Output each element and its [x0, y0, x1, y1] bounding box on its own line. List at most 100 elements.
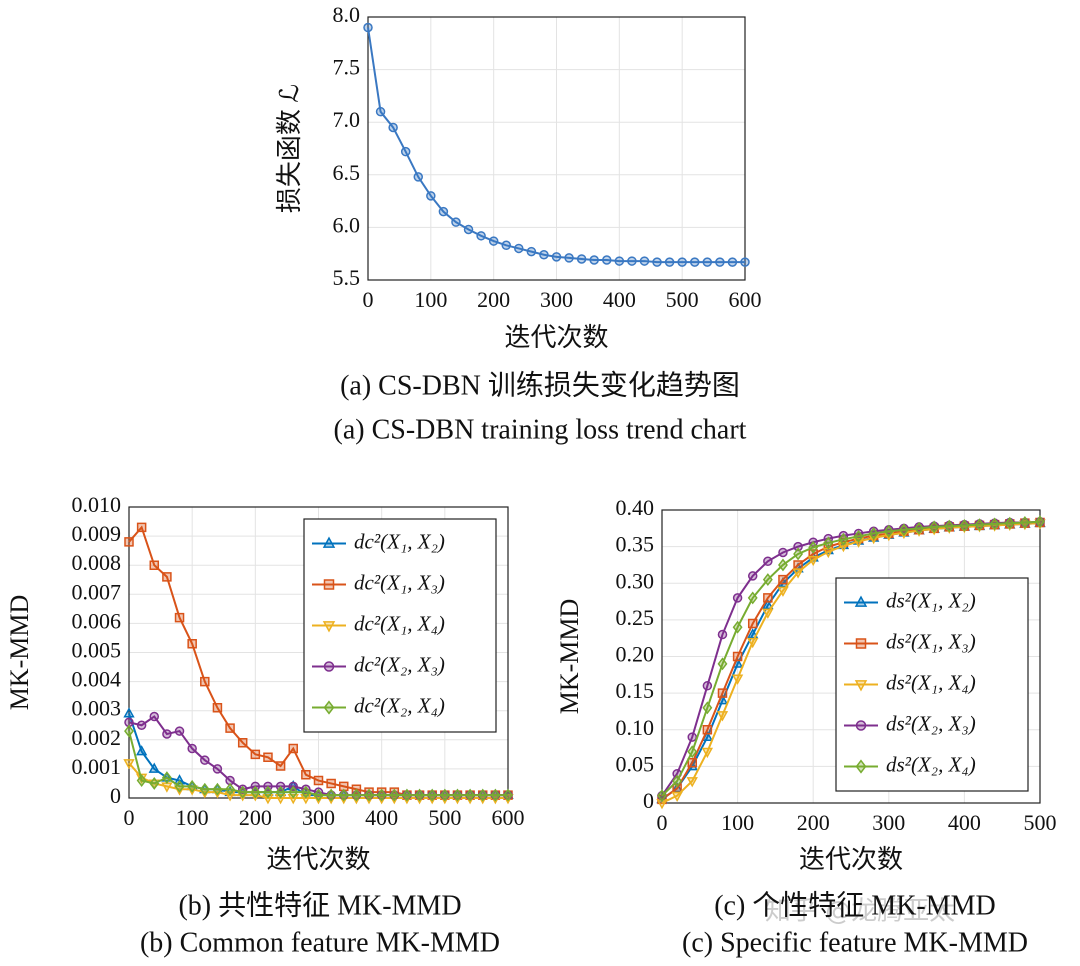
marker: [388, 122, 398, 133]
marker: [731, 674, 744, 685]
marker: [1019, 516, 1030, 529]
y-tick-label: 0.20: [616, 642, 655, 667]
marker: [200, 676, 210, 687]
marker: [793, 560, 803, 570]
x-axis-label: 迭代次数: [799, 845, 903, 874]
marker: [853, 529, 864, 543]
marker: [1035, 515, 1045, 529]
marker: [263, 785, 273, 799]
marker: [501, 240, 511, 251]
marker: [187, 639, 197, 649]
marker: [657, 789, 667, 803]
marker: [763, 593, 773, 603]
marker: [671, 791, 683, 803]
marker: [702, 701, 713, 715]
marker: [301, 769, 311, 780]
caption: (a) CS-DBN 训练损失变化趋势图: [340, 369, 740, 401]
caption: (c) 个性特征 MK-MMD: [714, 889, 996, 921]
y-tick-label: 0.009: [72, 521, 122, 546]
marker: [914, 521, 924, 535]
marker: [686, 777, 698, 788]
x-tick-label: 100: [721, 810, 754, 835]
x-tick-label: 200: [239, 805, 272, 830]
marker: [762, 608, 774, 619]
marker: [313, 775, 324, 786]
marker: [944, 519, 955, 533]
marker: [687, 757, 697, 768]
legend-marker: [854, 680, 868, 692]
x-axis-label: 迭代次数: [266, 845, 370, 874]
marker: [149, 560, 160, 570]
marker: [503, 788, 513, 802]
legend-label: ds²(X₁, X₂): [886, 588, 976, 612]
marker: [702, 725, 713, 735]
x-tick-label: 500: [1024, 810, 1057, 835]
marker: [389, 788, 400, 802]
marker: [187, 743, 197, 754]
marker: [400, 146, 411, 157]
caption: (c) Specific feature MK-MMD: [682, 927, 1028, 958]
y-tick-label: 8.0: [333, 2, 361, 27]
marker: [413, 172, 424, 182]
marker: [262, 794, 274, 805]
marker: [689, 257, 700, 267]
legend-marker: [323, 661, 335, 672]
marker: [490, 788, 501, 802]
marker: [149, 777, 160, 790]
marker: [793, 541, 803, 552]
legend-marker: [855, 720, 867, 731]
marker: [426, 191, 436, 201]
marker: [652, 257, 662, 267]
x-tick-label: 100: [176, 805, 209, 830]
marker: [564, 253, 574, 263]
marker: [363, 22, 373, 33]
series-line: [128, 762, 508, 799]
marker: [174, 779, 185, 793]
y-tick-label: 0.010: [72, 492, 122, 517]
y-tick-label: 6.5: [333, 160, 361, 185]
x-tick-label: 300: [872, 810, 905, 835]
marker: [778, 558, 788, 572]
marker: [476, 231, 486, 241]
legend-label: dc²(X₂, X₄): [354, 693, 445, 717]
marker: [224, 791, 236, 802]
marker: [136, 774, 147, 787]
marker: [762, 573, 773, 587]
y-tick-label: 0.35: [616, 532, 655, 557]
marker: [717, 629, 728, 640]
marker: [989, 517, 1000, 531]
marker: [576, 254, 587, 264]
x-tick-label: 0: [657, 810, 668, 835]
marker: [823, 536, 834, 550]
marker: [275, 785, 286, 799]
x-tick-label: 100: [414, 287, 447, 312]
marker: [250, 749, 261, 760]
marker: [452, 788, 463, 802]
marker: [250, 785, 261, 799]
marker: [514, 243, 524, 254]
y-axis-label: 损失函数 ℒ: [275, 84, 304, 213]
marker: [187, 779, 198, 793]
marker: [959, 518, 970, 532]
caption: (b) 共性特征 MK-MMD: [178, 889, 461, 921]
legend-marker: [322, 621, 336, 633]
y-tick-label: 0.15: [616, 678, 655, 703]
marker: [716, 711, 729, 722]
marker: [465, 788, 476, 802]
marker: [326, 778, 336, 789]
y-axis-label: MK-MMD: [5, 595, 34, 711]
marker: [339, 781, 349, 792]
marker: [376, 788, 387, 802]
marker: [589, 255, 599, 265]
marker: [212, 782, 223, 796]
marker: [351, 788, 362, 802]
marker: [123, 759, 135, 770]
marker: [136, 720, 147, 730]
marker: [225, 723, 235, 733]
marker: [124, 537, 134, 547]
marker: [793, 547, 804, 561]
caption: (b) Common feature MK-MMD: [140, 927, 500, 958]
marker: [488, 236, 499, 246]
marker: [174, 726, 185, 736]
